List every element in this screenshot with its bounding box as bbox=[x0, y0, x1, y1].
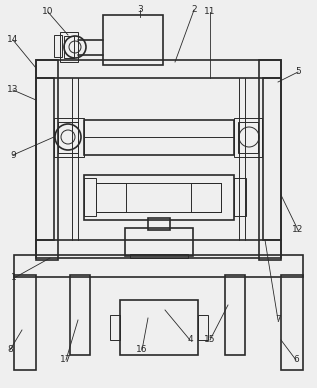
Bar bbox=[60, 32, 78, 62]
Bar bbox=[36, 60, 281, 78]
Bar bbox=[70, 275, 90, 355]
Bar bbox=[54, 118, 84, 157]
Bar bbox=[259, 60, 281, 260]
Bar bbox=[84, 120, 234, 155]
Bar bbox=[234, 178, 246, 216]
Bar bbox=[84, 175, 234, 220]
Text: 12: 12 bbox=[292, 225, 304, 234]
Text: 6: 6 bbox=[293, 355, 299, 364]
Bar bbox=[281, 275, 303, 370]
Text: 15: 15 bbox=[204, 336, 216, 345]
Text: 14: 14 bbox=[7, 35, 19, 45]
Text: 2: 2 bbox=[191, 5, 197, 14]
Text: 4: 4 bbox=[187, 336, 193, 345]
Bar bbox=[14, 255, 303, 277]
Text: 7: 7 bbox=[275, 315, 281, 324]
Text: 10: 10 bbox=[42, 7, 54, 17]
Bar bbox=[125, 228, 193, 256]
Bar bbox=[36, 78, 54, 240]
Bar bbox=[148, 218, 170, 230]
Bar bbox=[234, 118, 262, 157]
Bar bbox=[36, 60, 58, 260]
Text: 9: 9 bbox=[10, 151, 16, 159]
Bar bbox=[191, 183, 221, 212]
Bar bbox=[238, 122, 258, 153]
Text: 13: 13 bbox=[7, 85, 19, 95]
Bar bbox=[110, 315, 120, 340]
Text: 16: 16 bbox=[136, 345, 148, 355]
Text: 5: 5 bbox=[295, 68, 301, 76]
Bar bbox=[54, 35, 62, 57]
Bar bbox=[84, 178, 96, 216]
Bar bbox=[96, 183, 126, 212]
Bar bbox=[130, 254, 188, 258]
Bar bbox=[120, 300, 198, 355]
Bar bbox=[225, 275, 245, 355]
Text: 8: 8 bbox=[7, 345, 13, 355]
Text: 17: 17 bbox=[60, 355, 72, 364]
Bar bbox=[36, 240, 281, 258]
Bar bbox=[14, 275, 36, 370]
Text: 3: 3 bbox=[137, 5, 143, 14]
Bar bbox=[64, 36, 74, 58]
Bar bbox=[198, 315, 208, 340]
Text: 11: 11 bbox=[204, 7, 216, 17]
Bar bbox=[96, 183, 221, 212]
Bar bbox=[58, 122, 78, 153]
Text: 1: 1 bbox=[11, 274, 17, 282]
Bar bbox=[263, 78, 281, 240]
Bar bbox=[103, 15, 163, 65]
